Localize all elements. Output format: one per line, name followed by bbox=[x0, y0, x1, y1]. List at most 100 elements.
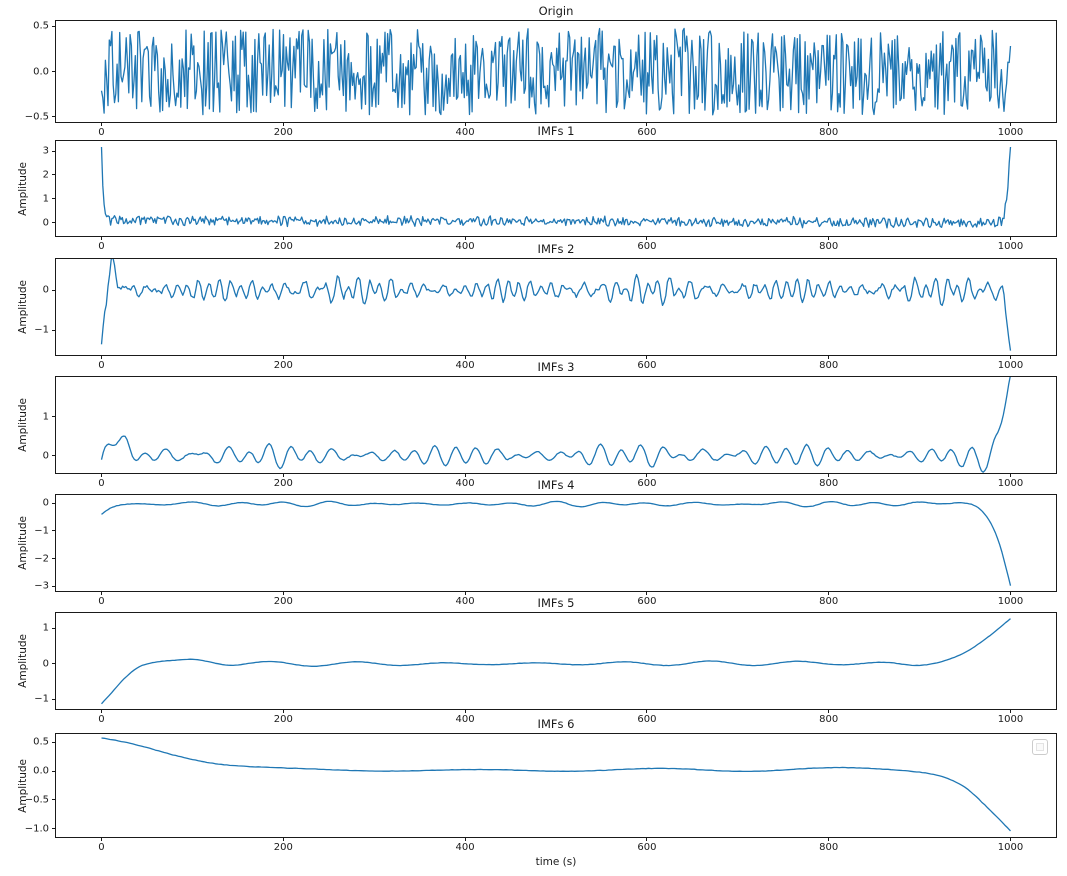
y-tick-label: −1.0 bbox=[24, 823, 49, 835]
y-tick-label: 0 bbox=[42, 658, 49, 670]
subplot-imf-5: IMFs 5 1 0 −1 0 200 400 600 800 1000 Amplitude bbox=[17, 596, 1057, 725]
subplot-title: IMFs 4 bbox=[537, 478, 575, 492]
x-tick-label: 400 bbox=[455, 360, 475, 371]
x-tick-mark bbox=[828, 473, 830, 477]
y-axis-label-wrap: Amplitude bbox=[16, 259, 30, 355]
x-axis-label: time (s) bbox=[535, 856, 577, 868]
x-tick-mark bbox=[828, 122, 830, 126]
plot-area bbox=[56, 377, 1056, 473]
y-tick-label: 0 bbox=[42, 217, 49, 229]
y-tick-mark bbox=[52, 530, 56, 532]
x-tick-label: 200 bbox=[273, 241, 293, 252]
subplot-title: IMFs 5 bbox=[537, 596, 575, 610]
y-tick-mark bbox=[52, 455, 56, 456]
y-tick-mark bbox=[52, 116, 56, 118]
x-tick-label: 1000 bbox=[997, 478, 1024, 489]
y-tick-label: −1 bbox=[34, 525, 49, 537]
subplot-imf-1: IMFs 1 3 2 1 0 0 200 400 600 800 1000 Amplitude bbox=[17, 124, 1057, 252]
x-tick-mark bbox=[282, 591, 284, 595]
x-tick-label: 1000 bbox=[997, 127, 1024, 138]
legend-box bbox=[1032, 739, 1048, 755]
x-tick-mark bbox=[464, 837, 466, 841]
y-tick-mark bbox=[52, 558, 56, 560]
x-tick-label: 600 bbox=[637, 842, 657, 853]
legend-handle-placeholder bbox=[1036, 743, 1044, 751]
y-tick-mark bbox=[52, 799, 56, 801]
subplot-title: IMFs 3 bbox=[537, 360, 575, 374]
subplot-title: Origin bbox=[538, 4, 574, 18]
y-tick-mark bbox=[52, 198, 56, 200]
x-tick-label: 600 bbox=[637, 241, 657, 252]
x-tick-mark bbox=[1010, 837, 1012, 841]
x-tick-mark bbox=[282, 355, 284, 359]
y-axis-label: Amplitude bbox=[17, 280, 29, 334]
x-tick-label: 1000 bbox=[997, 842, 1024, 853]
x-tick-label: 400 bbox=[455, 241, 475, 252]
signal-line bbox=[102, 738, 1011, 831]
x-tick-mark bbox=[100, 837, 102, 841]
x-tick-label: 0 bbox=[98, 596, 105, 607]
signal-line bbox=[102, 259, 1011, 351]
x-tick-label: 400 bbox=[455, 714, 475, 725]
x-tick-mark bbox=[1010, 709, 1012, 713]
x-tick-mark bbox=[282, 236, 284, 240]
x-tick-mark bbox=[828, 709, 830, 713]
y-axis-label-wrap: Amplitude bbox=[16, 377, 30, 473]
x-tick-mark bbox=[100, 236, 102, 240]
x-tick-label: 0 bbox=[98, 127, 105, 138]
x-tick-mark bbox=[828, 837, 830, 841]
x-tick-label: 400 bbox=[455, 596, 475, 607]
x-tick-label: 400 bbox=[455, 478, 475, 489]
y-tick-label: 0 bbox=[42, 497, 49, 509]
y-tick-mark bbox=[52, 416, 56, 418]
y-axis-label: Amplitude bbox=[17, 516, 29, 570]
x-tick-mark bbox=[100, 122, 102, 126]
subplot-imf-4: IMFs 4 0 −1 −2 −3 0 200 400 600 800 1000 Amplitude bbox=[17, 478, 1057, 607]
x-tick-mark bbox=[646, 236, 648, 240]
x-tick-label: 800 bbox=[819, 596, 839, 607]
y-axis-label-wrap: Amplitude bbox=[16, 495, 30, 591]
y-tick-mark bbox=[52, 289, 56, 291]
x-tick-mark bbox=[828, 355, 830, 359]
subplot-title: IMFs 1 bbox=[537, 124, 575, 138]
x-tick-mark bbox=[1010, 122, 1012, 126]
y-tick-label: −2 bbox=[34, 553, 49, 565]
x-tick-mark bbox=[646, 709, 648, 713]
subplot-title: IMFs 6 bbox=[537, 717, 575, 731]
subplot-origin: Origin 0.5 0.0 −0.5 0 200 400 600 800 1000 bbox=[25, 4, 1057, 138]
x-tick-mark bbox=[646, 122, 648, 126]
x-tick-label: 800 bbox=[819, 714, 839, 725]
y-tick-mark bbox=[52, 627, 56, 629]
x-tick-mark bbox=[828, 591, 830, 595]
plot-area bbox=[56, 495, 1056, 591]
signal-line bbox=[102, 619, 1011, 704]
plot-area bbox=[56, 21, 1056, 122]
signal-line bbox=[102, 147, 1011, 228]
y-tick-mark bbox=[52, 71, 56, 72]
x-tick-label: 0 bbox=[98, 714, 105, 725]
plot-area bbox=[56, 259, 1056, 355]
x-tick-label: 400 bbox=[455, 842, 475, 853]
signal-line bbox=[102, 377, 1011, 472]
y-tick-mark bbox=[52, 174, 56, 176]
y-tick-mark bbox=[52, 828, 56, 830]
plot-area bbox=[56, 734, 1056, 837]
y-tick-mark bbox=[52, 585, 56, 587]
x-tick-label: 600 bbox=[637, 596, 657, 607]
subplot-imf-6: IMFs 6 0.5 0.0 −0.5 −1.0 0 200 400 600 800 1000 Amp… bbox=[17, 717, 1057, 868]
x-tick-mark bbox=[646, 355, 648, 359]
subplot-title: IMFs 2 bbox=[537, 242, 575, 256]
subplot-imf-3: IMFs 3 1 0 0 200 400 600 800 1000 Amplitude bbox=[17, 360, 1057, 489]
x-tick-label: 600 bbox=[637, 360, 657, 371]
signal-line bbox=[102, 501, 1011, 585]
x-tick-label: 0 bbox=[98, 360, 105, 371]
x-tick-label: 1000 bbox=[997, 360, 1024, 371]
y-tick-label: 2 bbox=[42, 169, 49, 181]
y-axis-label-wrap: Amplitude bbox=[16, 141, 30, 236]
x-tick-label: 200 bbox=[273, 127, 293, 138]
x-tick-mark bbox=[646, 591, 648, 595]
x-tick-mark bbox=[100, 591, 102, 595]
y-tick-label: 1 bbox=[42, 411, 49, 423]
x-tick-mark bbox=[464, 591, 466, 595]
x-tick-mark bbox=[464, 122, 466, 126]
